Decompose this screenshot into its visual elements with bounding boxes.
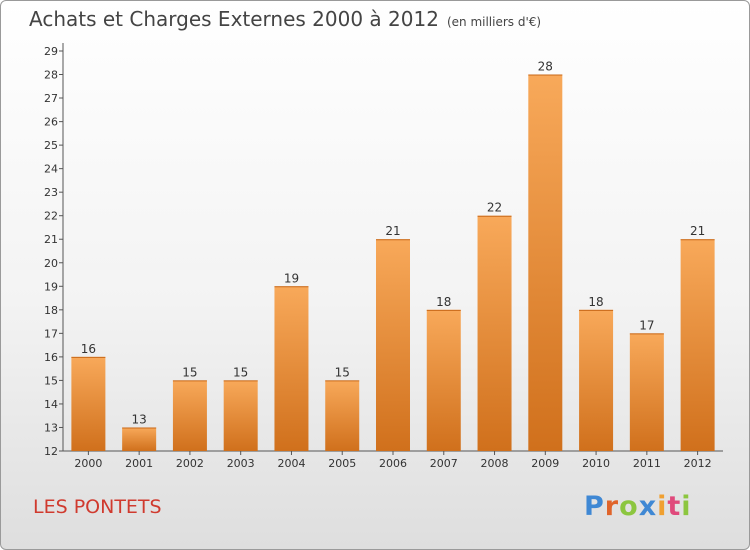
bar-2003: [223, 380, 258, 451]
bar-value-label: 13: [132, 412, 147, 426]
bar-value-label: 22: [487, 201, 502, 215]
x-tick-label: 2006: [379, 457, 407, 470]
bar-value-label: 15: [335, 365, 350, 379]
y-tick-label: 17: [44, 327, 58, 340]
x-tick-label: 2012: [684, 457, 712, 470]
bar-2002: [172, 380, 207, 451]
proxiti-logo: Proxiti: [584, 491, 692, 522]
y-tick-label: 20: [44, 257, 58, 270]
logo-letter: i: [681, 491, 692, 522]
bar-value-label: 19: [284, 271, 299, 285]
bar-value-label: 28: [538, 60, 553, 74]
y-tick-label: 28: [44, 69, 58, 82]
bars: 16 13 15 15 19 15 21 18 22 28 18 17 21: [71, 60, 715, 451]
x-tick-label: 2000: [74, 457, 102, 470]
logo-letter: t: [667, 491, 682, 522]
y-tick-label: 22: [44, 210, 58, 223]
y-tick-label: 24: [44, 163, 58, 176]
bar-value-label: 16: [81, 342, 96, 356]
y-tick-label: 12: [44, 445, 58, 458]
x-tick-label: 2011: [633, 457, 661, 470]
logo-letter: i: [657, 491, 668, 522]
x-tick-label: 2001: [125, 457, 153, 470]
x-tick-label: 2005: [328, 457, 356, 470]
bar-2004: [274, 286, 309, 451]
axes: 12 13 14 15 16 17 18 19 20 21 22 23 24 25 26 27 28 29 2000…: [44, 43, 723, 470]
y-tick-label: 29: [44, 45, 58, 58]
bar-2008: [477, 215, 512, 451]
bar-2006: [376, 239, 410, 451]
y-tick-label: 16: [44, 351, 58, 364]
x-tick-label: 2007: [430, 457, 458, 470]
bar-2009: [528, 74, 563, 451]
y-tick-label: 19: [44, 280, 58, 293]
y-tick-label: 18: [44, 304, 58, 317]
bar-value-label: 18: [436, 295, 451, 309]
bar-value-label: 18: [588, 295, 603, 309]
x-tick-label: 2008: [481, 457, 509, 470]
bar-value-label: 17: [639, 318, 654, 332]
x-tick-label: 2010: [582, 457, 610, 470]
bar-value-label: 15: [233, 365, 248, 379]
y-tick-label: 23: [44, 186, 58, 199]
y-tick-label: 21: [44, 233, 58, 246]
y-tick-label: 15: [44, 374, 58, 387]
bar-2012: [680, 239, 715, 451]
x-tick-label: 2002: [176, 457, 204, 470]
logo-letter: P: [584, 491, 605, 522]
title-text: Achats et Charges Externes 2000 à 2012: [29, 7, 439, 31]
bar-2001: [122, 427, 157, 451]
unit-note: (en milliers d'€): [446, 15, 542, 29]
logo-letter: o: [619, 491, 639, 522]
y-tick-label: 13: [44, 421, 58, 434]
chart-title: Achats et Charges Externes 2000 à 2012 (e…: [29, 7, 541, 31]
logo-letter: r: [604, 491, 620, 522]
logo-letter: x: [638, 491, 658, 522]
bar-2000: [71, 356, 106, 451]
y-tick-label: 26: [44, 116, 58, 129]
bar-2007: [426, 309, 461, 451]
bar-2011: [629, 333, 664, 451]
bar-value-label: 21: [690, 224, 705, 238]
bar-value-label: 15: [182, 365, 197, 379]
bar-value-label: 21: [385, 224, 400, 238]
bar-2010: [579, 309, 614, 451]
commune-name: LES PONTETS: [33, 496, 162, 518]
x-tick-label: 2003: [227, 457, 255, 470]
y-tick-label: 27: [44, 92, 58, 105]
bar-2005: [325, 380, 360, 451]
y-tick-label: 14: [44, 398, 58, 411]
y-tick-label: 25: [44, 139, 58, 152]
x-tick-label: 2004: [277, 457, 305, 470]
x-tick-label: 2009: [531, 457, 559, 470]
